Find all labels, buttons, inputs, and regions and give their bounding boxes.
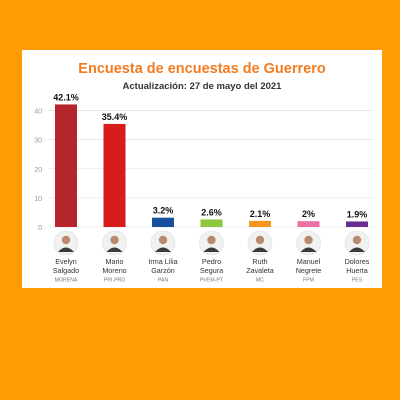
bar-value-label: 2.1% <box>250 209 271 219</box>
candidate-party: MC <box>256 278 264 284</box>
candidate-first-name: Dolores <box>345 257 370 266</box>
candidate-last-name: Garzón <box>151 266 175 275</box>
bar-value-labels: 42.1% 35.4% 3.2% 2.6% 2.1% 2% 1.9% <box>53 92 367 219</box>
candidate-last-name: Segura <box>200 266 223 275</box>
candidate-photo-icon <box>53 230 79 256</box>
candidate-first-name: Irma Lilia <box>148 257 177 266</box>
bar <box>152 217 174 227</box>
bar-value-label: 3.2% <box>153 206 174 216</box>
chart-title: Encuesta de encuestas de Guerrero <box>78 61 326 77</box>
bar <box>55 104 77 227</box>
candidate-first-name: Evelyn <box>55 257 77 266</box>
candidate-first-name: Pedro <box>202 257 221 266</box>
bar-value-label: 2.6% <box>201 207 222 217</box>
y-tick-label: 0 <box>38 225 42 232</box>
bar-value-label: 1.9% <box>347 209 368 219</box>
candidate-party: PRI-PRD <box>104 278 126 284</box>
y-tick-label: 20 <box>34 167 42 174</box>
candidate-last-name: Huerta <box>346 266 368 275</box>
bars <box>55 104 368 227</box>
y-tick-label: 30 <box>34 138 42 145</box>
candidate-photo-icon <box>199 230 224 256</box>
chart-card: Encuesta de encuestas de Guerrero Actual… <box>22 50 382 288</box>
bar <box>346 221 368 227</box>
candidate-photo-icon <box>150 230 176 256</box>
bar-value-label: 2% <box>302 209 315 219</box>
candidate-photo-icon <box>247 230 273 256</box>
candidate-party: PVEM-PT <box>200 278 224 284</box>
gridlines <box>48 110 374 228</box>
candidate-photo-icon <box>102 230 127 256</box>
bar <box>200 219 223 227</box>
bar-value-label: 42.1% <box>53 92 79 102</box>
candidate-party: PES <box>352 278 363 284</box>
y-tick-label: 40 <box>34 109 42 116</box>
y-tick-label: 10 <box>34 196 42 203</box>
candidate-first-name: Ruth <box>252 257 267 266</box>
candidate-avatars <box>53 230 370 256</box>
y-axis-ticks: 0 10 20 30 40 <box>34 109 42 232</box>
bar <box>249 220 271 227</box>
chart-subtitle: Actualización: 27 de mayo del 2021 <box>123 81 283 92</box>
candidate-first-name: Manuel <box>297 257 321 266</box>
candidate-photo-icon <box>344 230 370 256</box>
candidate-last-name: Negrete <box>296 266 322 275</box>
candidate-last-name: Salgado <box>53 266 79 275</box>
candidate-photo-icon <box>296 230 321 256</box>
candidate-party: PAN <box>158 278 169 284</box>
bar <box>103 123 126 227</box>
candidate-party: MORENA <box>55 278 78 284</box>
candidate-last-name: Moreno <box>102 266 126 275</box>
candidate-party: FPM <box>303 278 314 284</box>
chart: Encuesta de encuestas de Guerrero Actual… <box>34 61 374 284</box>
candidate-last-name: Zavaleta <box>246 266 274 275</box>
bar-value-label: 35.4% <box>102 112 128 122</box>
candidate-first-name: Mario <box>106 257 124 266</box>
bar <box>297 221 320 227</box>
